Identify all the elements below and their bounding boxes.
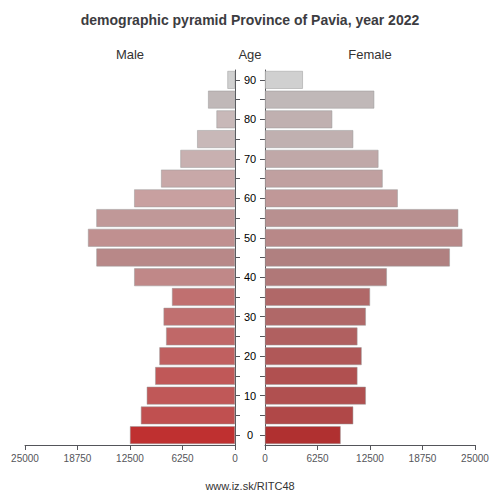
svg-text:20: 20 xyxy=(244,350,256,362)
svg-text:30: 30 xyxy=(244,311,256,323)
svg-text:www.iz.sk/RITC48: www.iz.sk/RITC48 xyxy=(204,480,294,492)
svg-text:90: 90 xyxy=(244,74,256,86)
svg-text:0: 0 xyxy=(262,453,268,464)
svg-text:25000: 25000 xyxy=(11,453,39,464)
svg-text:40: 40 xyxy=(244,271,256,283)
svg-text:0: 0 xyxy=(232,453,238,464)
svg-text:60: 60 xyxy=(244,192,256,204)
svg-text:18750: 18750 xyxy=(64,453,92,464)
svg-text:10: 10 xyxy=(244,390,256,402)
svg-text:Age: Age xyxy=(238,47,261,62)
svg-text:12500: 12500 xyxy=(116,453,144,464)
svg-text:6250: 6250 xyxy=(306,453,329,464)
svg-text:12500: 12500 xyxy=(356,453,384,464)
svg-text:80: 80 xyxy=(244,113,256,125)
svg-text:Male: Male xyxy=(116,47,144,62)
svg-text:Female: Female xyxy=(348,47,391,62)
svg-text:25000: 25000 xyxy=(461,453,489,464)
svg-text:50: 50 xyxy=(244,232,256,244)
svg-text:6250: 6250 xyxy=(171,453,194,464)
svg-text:18750: 18750 xyxy=(409,453,437,464)
svg-text:demographic pyramid Province o: demographic pyramid Province of Pavia, y… xyxy=(81,12,420,28)
svg-text:70: 70 xyxy=(244,153,256,165)
svg-text:0: 0 xyxy=(247,429,253,441)
